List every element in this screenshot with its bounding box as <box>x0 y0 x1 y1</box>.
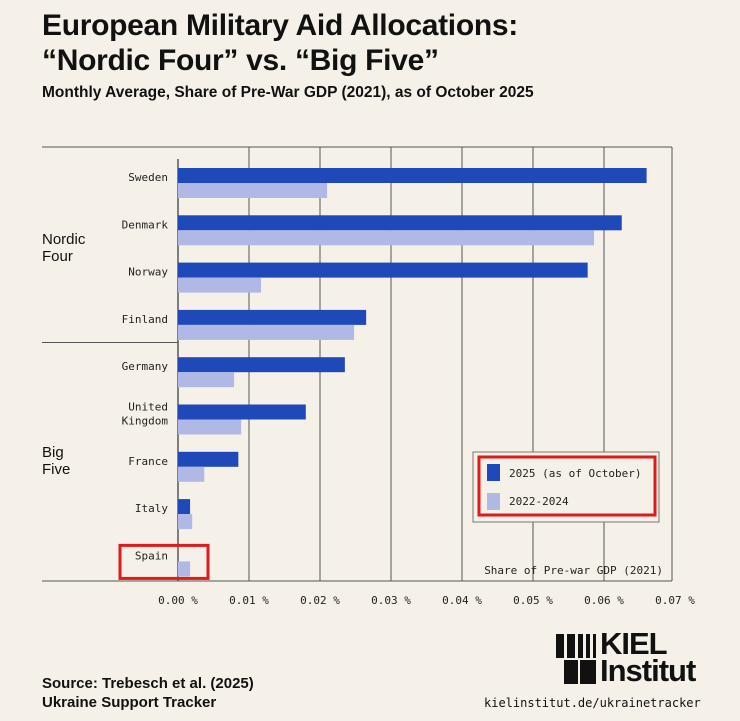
category-label: United <box>128 401 168 414</box>
category-label: Italy <box>135 502 168 515</box>
bar-2025 <box>178 499 191 515</box>
legend-box <box>472 451 660 523</box>
legend-label-2025: 2025 (as of October) <box>509 467 641 480</box>
x-tick-label: 0.00 % <box>158 594 198 607</box>
group-label: Five <box>42 461 70 478</box>
bar-2022-2024 <box>178 466 205 482</box>
chart-subtitle: Monthly Average, Share of Pre-War GDP (2… <box>42 84 534 101</box>
chart-title: European Military Aid Allocations: “Nord… <box>42 8 518 78</box>
bar-2025 <box>178 168 647 183</box>
source-line-1: Source: Trebesch et al. (2025) <box>42 675 254 692</box>
bar-2022-2024 <box>178 372 235 388</box>
bar-2025 <box>178 404 306 420</box>
bar-2022-2024 <box>178 183 328 198</box>
tracker-url[interactable]: kielinstitut.de/ukrainetracker <box>484 696 701 710</box>
logo-line-2: Institut <box>600 653 696 688</box>
legend-highlight <box>477 455 657 517</box>
category-label: Sweden <box>128 171 168 184</box>
bar-2022-2024 <box>178 419 242 435</box>
bar-2025 <box>178 262 588 278</box>
source-note: Source: Trebesch et al. (2025) Ukraine S… <box>42 674 254 712</box>
group-label: Big <box>42 444 64 461</box>
category-label: Germany <box>122 360 169 373</box>
x-tick-label: 0.03 % <box>371 594 411 607</box>
title-line-2: “Nordic Four” vs. “Big Five” <box>42 44 439 77</box>
bar-2022-2024 <box>178 324 355 340</box>
legend-swatch-2022-2024 <box>487 493 500 510</box>
category-label: Finland <box>122 313 168 326</box>
title-line-1: European Military Aid Allocations: <box>42 9 518 42</box>
x-tick-label: 0.04 % <box>442 594 482 607</box>
x-tick-label: 0.01 % <box>229 594 269 607</box>
category-label: Norway <box>128 266 168 279</box>
group-label: Four <box>42 248 73 265</box>
category-label: Spain <box>135 549 168 562</box>
x-tick-label: 0.02 % <box>300 594 340 607</box>
legend-swatch-2025 <box>487 464 500 481</box>
x-tick-label: 0.06 % <box>584 594 624 607</box>
x-tick-label: 0.05 % <box>513 594 553 607</box>
bar-2025 <box>178 451 239 467</box>
legend-label-2022-2024: 2022-2024 <box>509 495 569 508</box>
spain-highlight <box>118 543 210 580</box>
source-line-2: Ukraine Support Tracker <box>42 694 217 711</box>
kiel-logo: KIEL Institut <box>600 626 696 688</box>
category-label: Denmark <box>122 218 169 231</box>
bar-2022-2024 <box>178 514 193 530</box>
bar-2022-2024 <box>178 277 262 293</box>
category-label: Kingdom <box>122 415 169 428</box>
bar-2025 <box>178 357 345 373</box>
x-axis-label: Share of Pre-war GDP (2021) <box>484 564 663 577</box>
category-label: France <box>128 455 168 468</box>
bar-2025 <box>178 309 367 325</box>
group-label: Nordic <box>42 231 86 248</box>
bar-2022-2024 <box>178 561 191 577</box>
bar-2022-2024 <box>178 230 595 246</box>
x-tick-label: 0.07 % <box>655 594 695 607</box>
logo-line-1: KIEL <box>600 626 668 661</box>
bar-2025 <box>178 215 622 231</box>
